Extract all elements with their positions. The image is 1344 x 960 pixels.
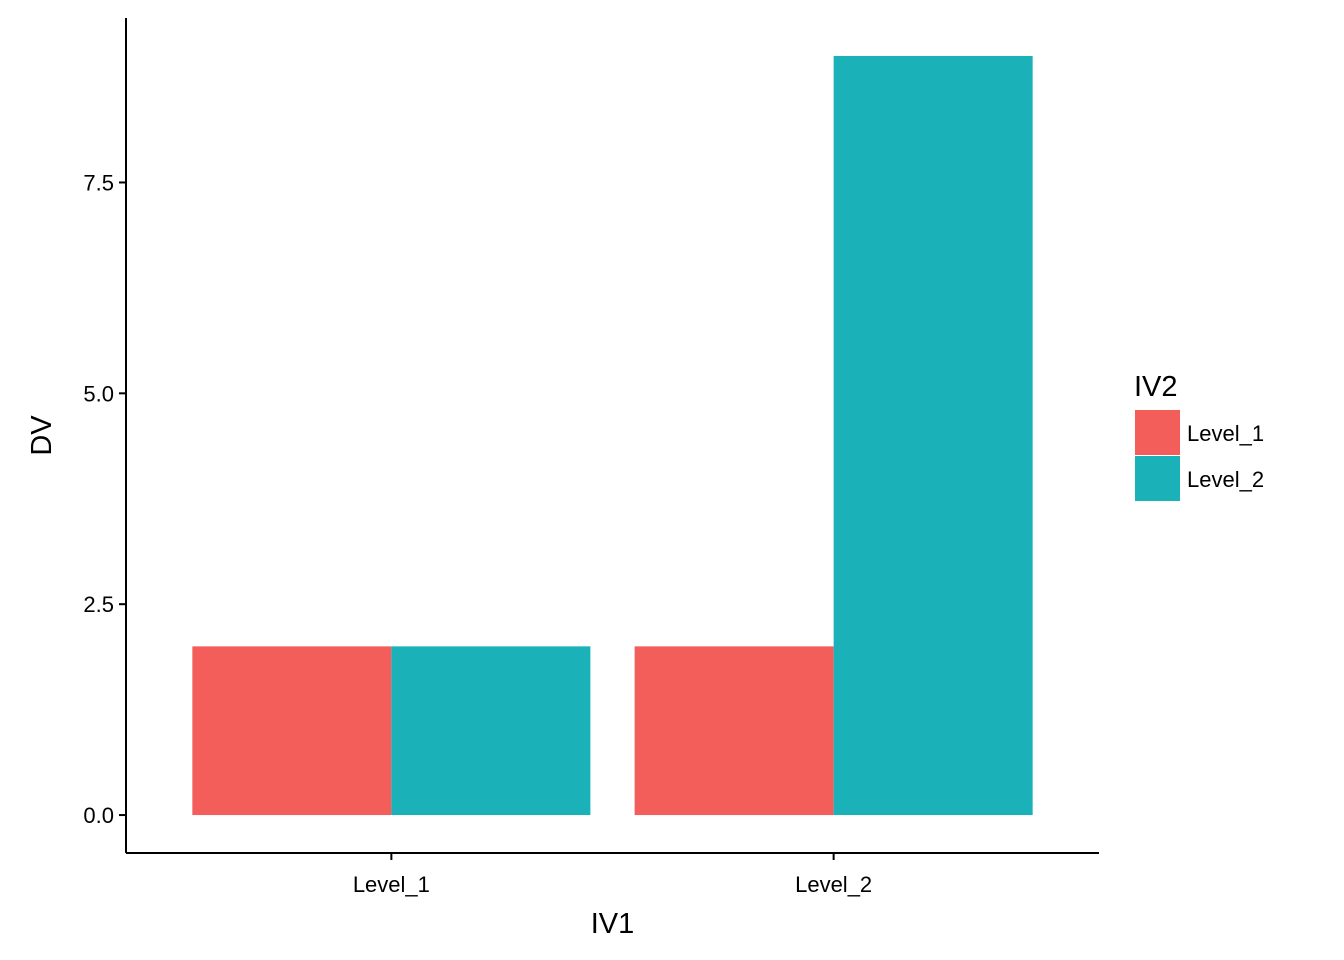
bar-level-1-level-1 <box>192 646 392 816</box>
legend-label: Level_2 <box>1187 467 1264 492</box>
legend-swatch <box>1135 456 1180 501</box>
legend-title: IV2 <box>1134 371 1178 403</box>
y-axis-ticks: 0.0 2.5 5.0 7.5 <box>83 170 126 828</box>
bars-group <box>192 55 1033 816</box>
x-axis-title: IV1 <box>591 908 635 940</box>
y-axis-title: DV <box>26 415 58 456</box>
y-tick-label: 7.5 <box>83 170 114 195</box>
legend-swatch <box>1135 410 1180 455</box>
bar-level-1-level-2 <box>391 646 591 816</box>
bar-level-2-level-2 <box>833 55 1033 816</box>
legend-label: Level_1 <box>1187 421 1264 446</box>
x-tick-label: Level_2 <box>795 872 872 897</box>
legend: IV2 Level_1 Level_2 <box>1134 371 1264 501</box>
y-tick-label: 5.0 <box>83 381 114 406</box>
x-tick-label: Level_1 <box>353 872 430 897</box>
bar-level-2-level-1 <box>634 646 834 816</box>
y-tick-label: 0.0 <box>83 803 114 828</box>
x-axis-ticks: Level_1 Level_2 <box>353 853 872 897</box>
legend-items: Level_1 Level_2 <box>1135 410 1264 501</box>
y-tick-label: 2.5 <box>83 592 114 617</box>
